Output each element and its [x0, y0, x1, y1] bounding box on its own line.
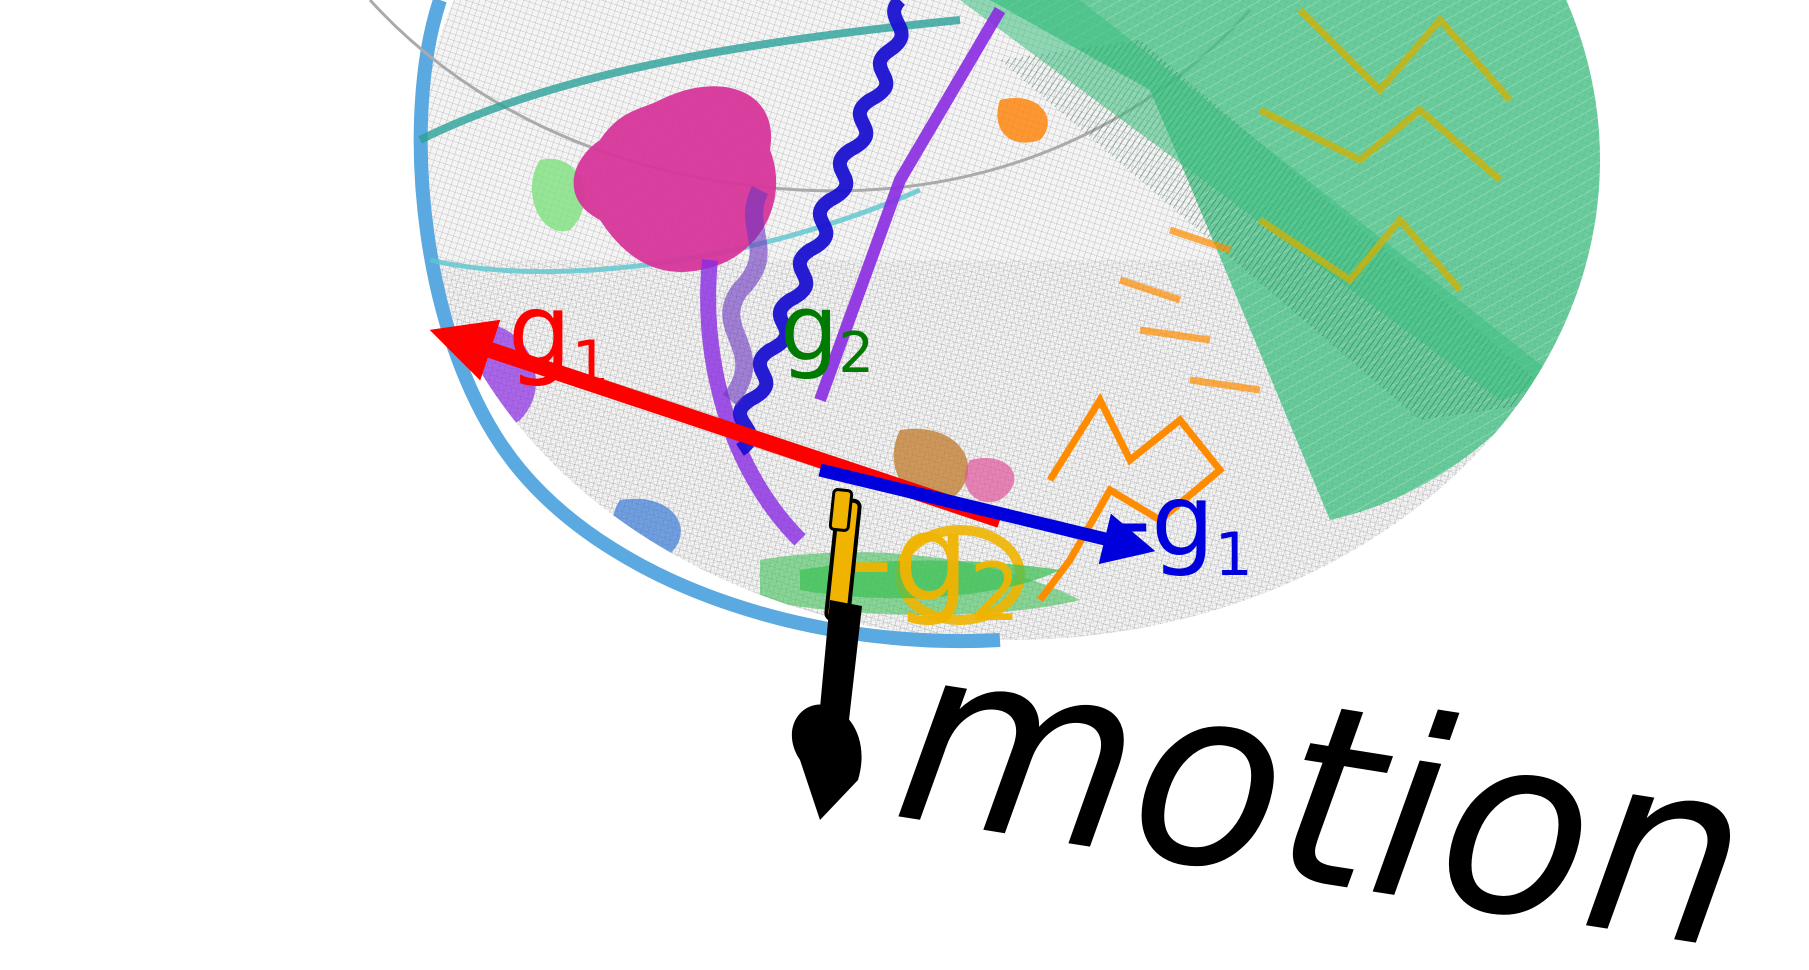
label-neg-g2: -g2: [850, 490, 1020, 639]
vector-neg-g1: [818, 463, 1156, 565]
purple-band: [814, 6, 1006, 403]
patch-lightgreen: [531, 158, 585, 232]
orange-dashes: [1118, 226, 1261, 394]
motion-text: motion: [881, 586, 1766, 970]
label-g2: g2: [780, 275, 874, 386]
label-neg-g1-letter: -g: [1115, 462, 1215, 579]
pen-nib: [791, 704, 862, 820]
label-g2-sub: 2: [838, 321, 874, 386]
label-neg-g2-letter: -g: [850, 490, 969, 629]
green-ribbon-bottom: [800, 560, 1060, 599]
label-neg-g2-sub: 2: [969, 546, 1020, 639]
blue-coil: [733, 0, 909, 456]
yellow-zigzag: [1258, 7, 1513, 293]
label-g1-sub: 1: [571, 328, 609, 398]
magenta-blob: [573, 86, 777, 272]
label-g1-letter: g: [508, 272, 571, 389]
pen-icon: [791, 488, 862, 820]
label-g2-letter: g: [780, 275, 838, 382]
green-band-edge: [960, 0, 1560, 400]
purple-band-2: [700, 259, 806, 546]
sphere-outline-teal: [418, 16, 961, 144]
patch-pink: [964, 458, 1015, 503]
label-g1: g1: [508, 272, 610, 398]
pen-cap: [828, 488, 854, 532]
label-neg-g1-sub: 1: [1215, 520, 1253, 590]
patch-orange: [997, 98, 1048, 143]
label-neg-g1: -g1: [1115, 462, 1253, 590]
blue-coil-shade: [722, 185, 769, 406]
